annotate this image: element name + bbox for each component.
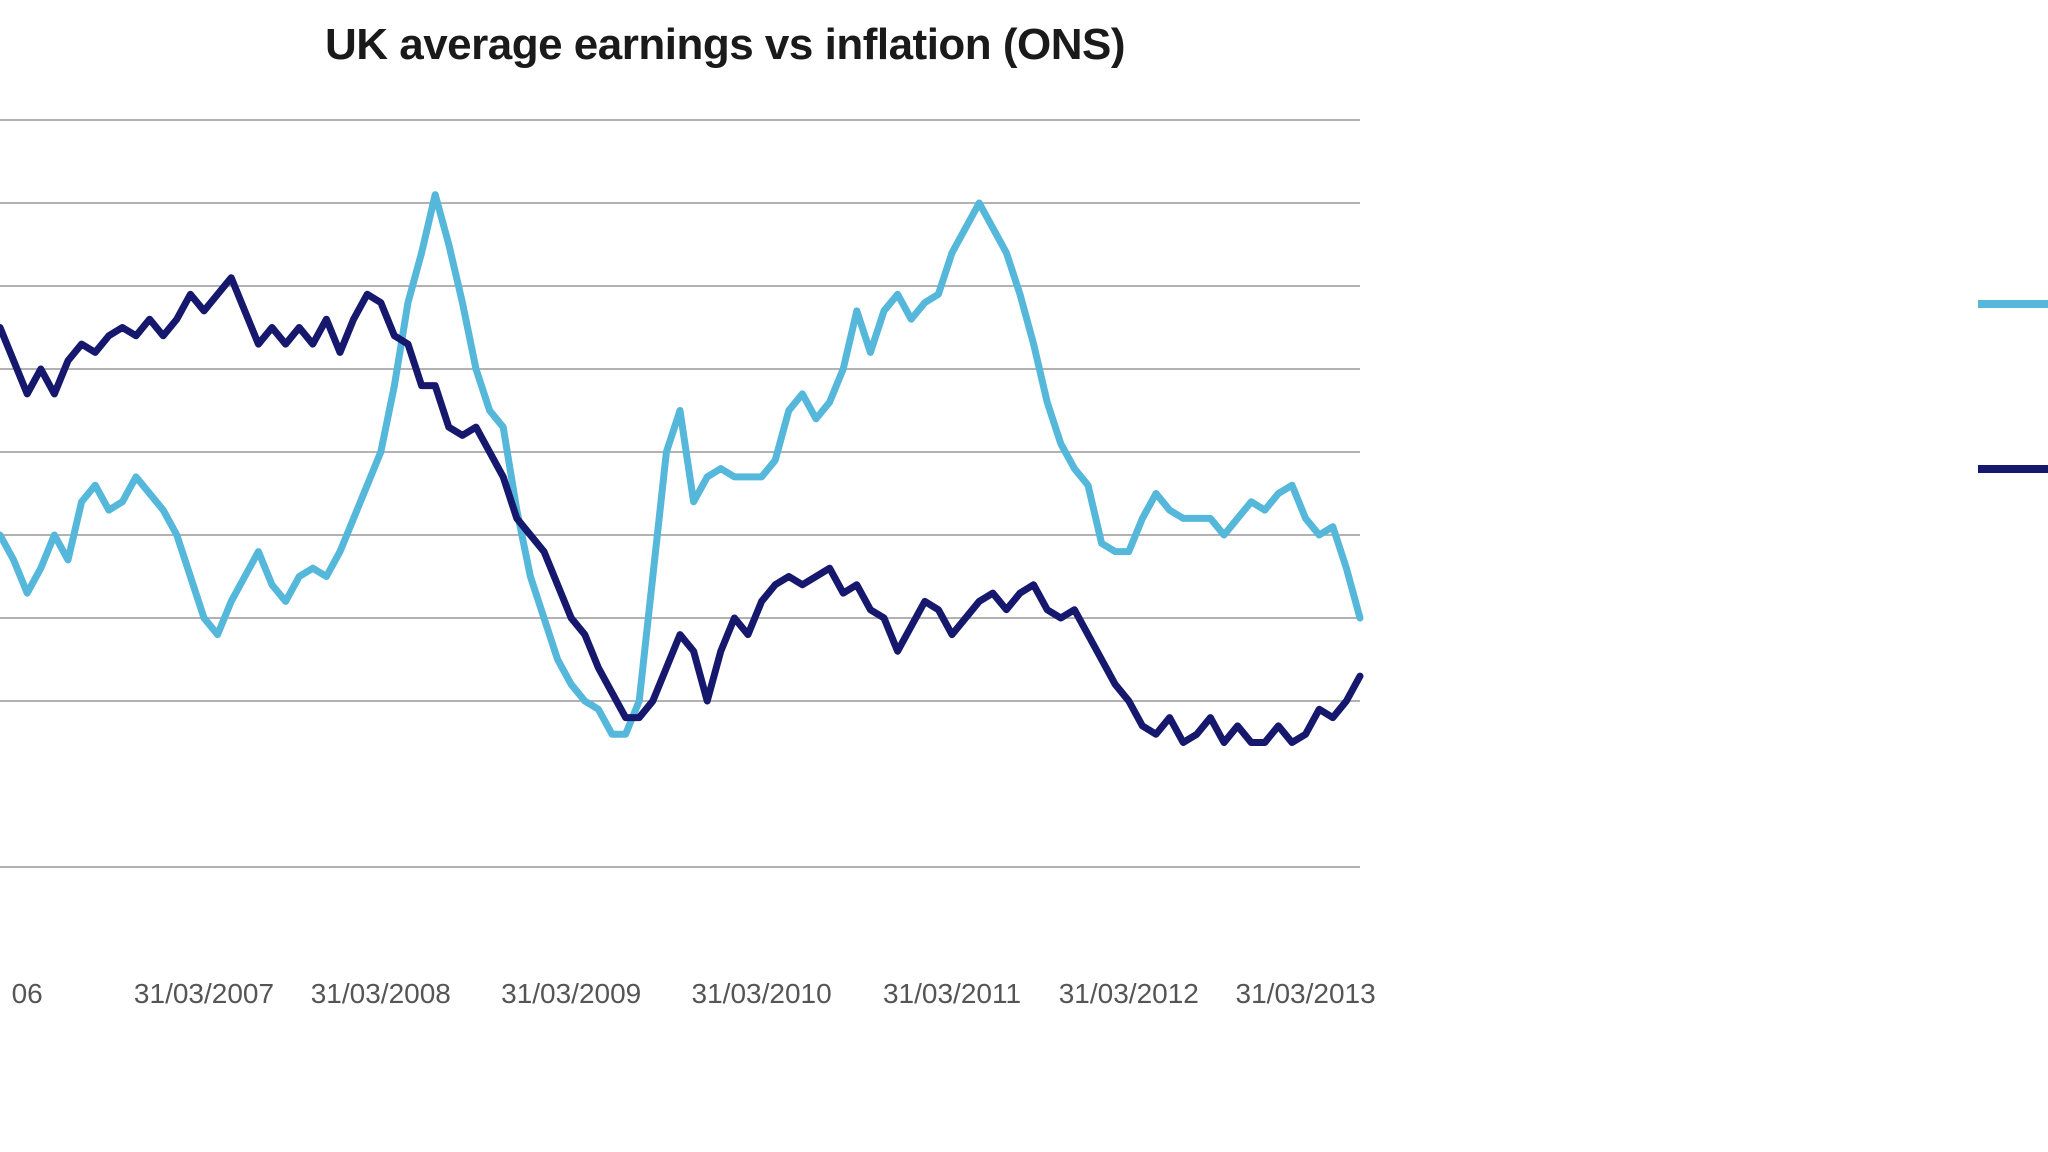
chart-title: UK average earnings vs inflation (ONS): [0, 20, 1450, 70]
x-axis-tick-label: 31/03/2007: [134, 978, 274, 1010]
x-axis-tick-label: 31/03/2012: [1059, 978, 1199, 1010]
x-axis-tick-label: 31/03/2010: [692, 978, 832, 1010]
x-axis-tick-label: 31/03/2008: [311, 978, 451, 1010]
plot-area: 06 31/03/2007 31/03/2008 31/03/2009 31/03/20…: [0, 120, 1360, 1020]
x-axis-labels: 06 31/03/2007 31/03/2008 31/03/2009 31/03/20…: [0, 950, 1360, 1020]
x-axis-tick-label: 31/03/2009: [501, 978, 641, 1010]
legend: [1978, 300, 2048, 700]
x-axis-tick-label: 06: [12, 978, 43, 1010]
chart-container: UK average earnings vs inflation (ONS) 0…: [0, 0, 2048, 1152]
plot-svg: [0, 120, 1360, 1020]
x-axis-tick-label: 31/03/2013: [1236, 978, 1376, 1010]
series-line-inflation: [0, 195, 1360, 735]
series-line-average-earnings: [0, 278, 1360, 743]
x-axis-tick-label: 31/03/2011: [883, 978, 1021, 1010]
legend-swatch: [1978, 465, 2048, 473]
legend-swatch: [1978, 300, 2048, 308]
